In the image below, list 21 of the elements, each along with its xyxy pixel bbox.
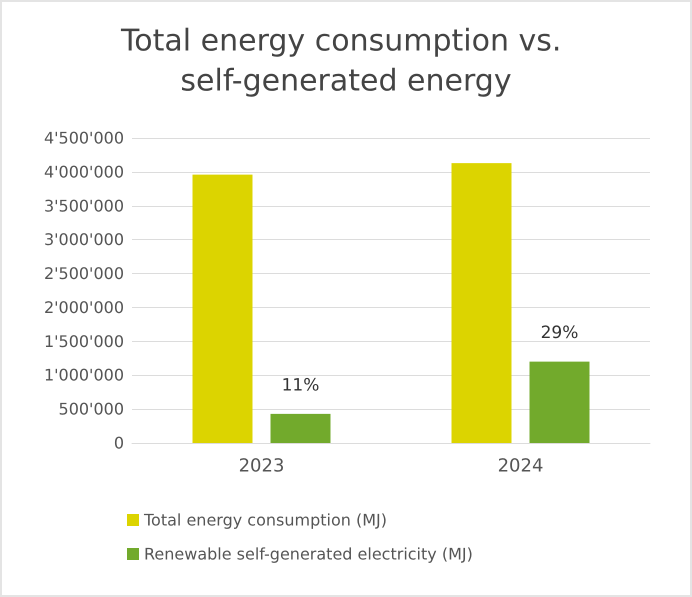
y-tick-label: 2'000'000 (44, 298, 124, 317)
legend-label: Total energy consumption (MJ) (143, 510, 387, 530)
y-tick-label: 4'500'000 (44, 128, 124, 148)
y-tick-label: 500'000 (58, 400, 124, 419)
bar (452, 163, 512, 443)
bar (270, 414, 330, 443)
x-tick-label: 2024 (498, 456, 544, 476)
x-tick-label: 2023 (238, 456, 284, 476)
annotation: 29% (540, 323, 578, 344)
y-tick-label: 2'500'000 (44, 264, 124, 284)
y-tick-label: 0 (114, 434, 124, 452)
annotation: 11% (282, 375, 320, 396)
chart-title: Total energy consumption vs. self-generated energy (120, 24, 571, 98)
y-tick-label: 3'500'000 (44, 196, 124, 216)
y-tick-label: 1'500'000 (44, 332, 124, 351)
y-tick-label: 1'000'000 (44, 366, 124, 385)
y-tick-label: 4'000'000 (44, 162, 124, 182)
bar (192, 174, 252, 443)
y-tick-label: 3'000'000 (44, 230, 124, 250)
bar (530, 362, 590, 443)
legend-label: Renewable self-generated electricity (MJ) (144, 544, 473, 564)
